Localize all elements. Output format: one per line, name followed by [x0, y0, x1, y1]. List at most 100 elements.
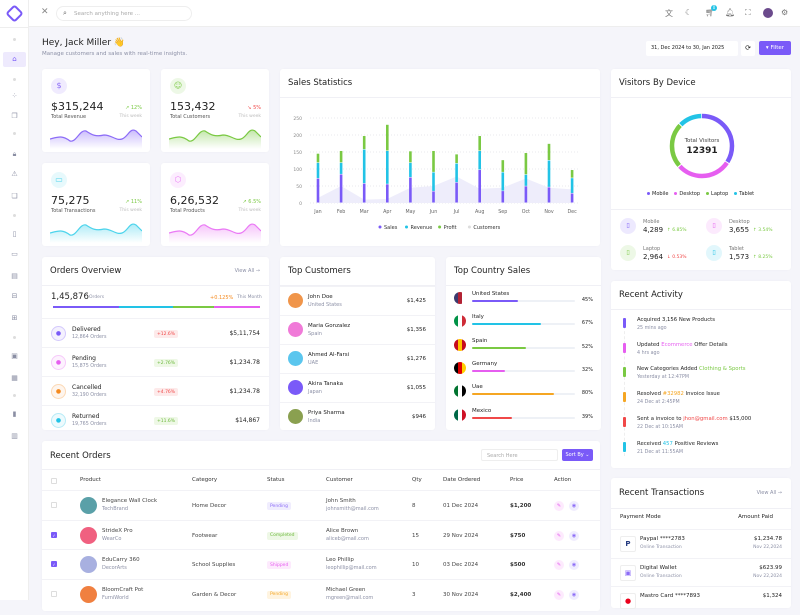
y-tick-label: 150 — [293, 150, 302, 156]
stat-label: Total Customers — [170, 114, 211, 120]
flag-icon — [454, 292, 466, 304]
product-category: Home Decor — [192, 503, 227, 509]
mobile-icon: ▯ — [620, 218, 636, 234]
x-tick-label: Jan — [313, 209, 321, 215]
order-change-badge: +4.76% — [154, 388, 179, 396]
sort-by-button[interactable]: Sort By ⌄ — [562, 449, 593, 461]
product-category: School Supplies — [192, 562, 236, 568]
country-progress — [472, 416, 575, 419]
stat-card: ☺ 153,432 Total Customers ↘ 5% This week — [161, 69, 269, 152]
apps-icon[interactable]: ⁘ — [11, 92, 18, 100]
status-badge: Completed — [267, 531, 298, 540]
device-change-value: 8.25% — [758, 255, 773, 260]
customer-name: John Smith — [326, 498, 356, 504]
greeting-text: Hey, Jack Miller — [42, 38, 112, 48]
trend-up-icon: ↗ — [242, 199, 249, 205]
legend-item: Laptop — [706, 191, 728, 197]
alert-icon[interactable]: ⚠ — [11, 170, 18, 178]
country-row: United States 45% — [446, 291, 601, 311]
filter-label: Filter — [770, 45, 785, 51]
cart-icon[interactable]: 🛒︎ — [705, 8, 716, 17]
inbox-icon[interactable]: ⊟ — [11, 292, 18, 300]
pages-icon[interactable]: ❐ — [11, 112, 18, 120]
view-all-link[interactable]: View All → — [756, 490, 782, 496]
pending-icon: ● — [51, 355, 66, 370]
product-image — [80, 526, 97, 544]
legend-item: Desktop — [674, 191, 700, 197]
country-progress — [472, 393, 575, 396]
avatar[interactable] — [763, 8, 773, 18]
column-amount-paid: Amount Paid — [738, 514, 773, 520]
order-status-row: ● Cancelled 32,190 Orders +4.76% $1,234.78 — [42, 376, 269, 405]
transaction-name: Mastro Card ****7893 — [640, 593, 701, 599]
settings-icon[interactable]: ⚙ — [781, 8, 789, 17]
search-input[interactable]: ⌕ Search anything here ... — [56, 6, 192, 21]
layers-icon[interactable]: ❏ — [11, 192, 18, 200]
view-button[interactable]: ◉ — [569, 530, 579, 541]
edit-button[interactable]: ✎ — [554, 589, 564, 600]
activity-text-pre: Sent a invoice to — [637, 415, 684, 422]
view-button[interactable]: ◉ — [569, 560, 579, 570]
lock-icon[interactable]: 🔒︎ — [12, 150, 17, 158]
row-checkbox[interactable] — [51, 590, 57, 597]
archive-icon[interactable]: ▭ — [11, 250, 18, 258]
table-icon[interactable]: ▦ — [11, 374, 18, 382]
orders-search-input[interactable]: Search Here — [481, 449, 558, 461]
timeline-marker — [623, 392, 626, 403]
fullscreen-icon[interactable]: ⛶ — [745, 8, 751, 17]
order-date: 30 Nov 2024 — [443, 591, 479, 598]
arrow-up-icon: ↑ — [667, 228, 673, 233]
moon-icon[interactable]: ☾ — [685, 8, 693, 17]
gift-icon[interactable]: ⊞ — [11, 314, 18, 322]
files-icon[interactable]: ▤ — [11, 272, 18, 280]
order-change-badge: +2.76% — [154, 359, 179, 367]
bar-sales — [386, 184, 389, 203]
transaction-type: Online Transaction — [640, 545, 682, 550]
product-image — [80, 556, 97, 573]
date-range-picker[interactable]: 31, Dec 2024 to 30, Jan 2025 — [646, 41, 738, 56]
x-tick-label: Nov — [544, 209, 554, 215]
order-amount: $14,867 — [235, 417, 260, 424]
stat-change: ↗ 6.5% — [243, 199, 261, 205]
refresh-button[interactable]: ⟳ — [741, 41, 755, 56]
legend-label: Revenue — [411, 225, 433, 231]
country-row: Germany 32% — [446, 361, 601, 381]
edit-button[interactable]: ✎ — [554, 560, 564, 570]
country-row: Spain 52% — [446, 338, 601, 358]
view-button[interactable]: ◉ — [569, 501, 579, 511]
device-stat: ▯ Tablet 1,573 ↑ 8.25% — [706, 245, 786, 265]
activity-highlight[interactable]: jhon@gmail.com — [683, 415, 728, 422]
close-sidebar-icon[interactable]: ✕ — [41, 7, 49, 17]
translate-icon[interactable]: 文 — [665, 9, 673, 18]
edit-button[interactable]: ✎ — [554, 501, 564, 511]
select-all-checkbox[interactable] — [51, 478, 57, 484]
product-name: Elegance Wall Clock — [102, 498, 158, 504]
stat-period: This week — [119, 114, 142, 119]
clipboard-icon[interactable]: ▯ — [12, 230, 17, 238]
grid-icon[interactable]: ▥ — [11, 432, 18, 440]
transaction-amount: $1,324 — [762, 593, 782, 599]
home-icon[interactable]: ⌂ — [3, 52, 26, 67]
calendar-icon[interactable]: ▣ — [11, 352, 18, 360]
x-tick-label: Aug — [475, 209, 484, 215]
view-all-link[interactable]: View All → — [234, 268, 260, 274]
customer-name: Michael Green — [326, 586, 366, 593]
logo-icon[interactable] — [5, 4, 24, 23]
edit-button[interactable]: ✎ — [554, 530, 564, 541]
row-checkbox[interactable]: ✓ — [51, 531, 57, 538]
sparkline — [169, 129, 261, 149]
activity-text: Acquired 3,156 New Products — [637, 317, 715, 323]
bar-chart-icon[interactable]: ▮ — [12, 410, 17, 418]
row-checkbox[interactable] — [51, 502, 57, 508]
mastercard-icon: ● — [620, 593, 636, 609]
row-checkbox[interactable]: ✓ — [51, 561, 57, 567]
activity-text-pre: New Categories Added — [637, 366, 700, 373]
activity-text: Resolved #32982 Invoice Issue — [637, 391, 720, 397]
users-icon: ☺ — [170, 78, 186, 94]
search-icon: ⌕ — [63, 9, 67, 17]
product-brand: WearCo — [102, 535, 122, 542]
bell-icon[interactable]: 🔔︎ — [725, 8, 736, 17]
filter-button[interactable]: ▾ Filter — [759, 41, 791, 55]
view-button[interactable]: ◉ — [569, 589, 579, 600]
country-name: Italy — [472, 314, 484, 321]
